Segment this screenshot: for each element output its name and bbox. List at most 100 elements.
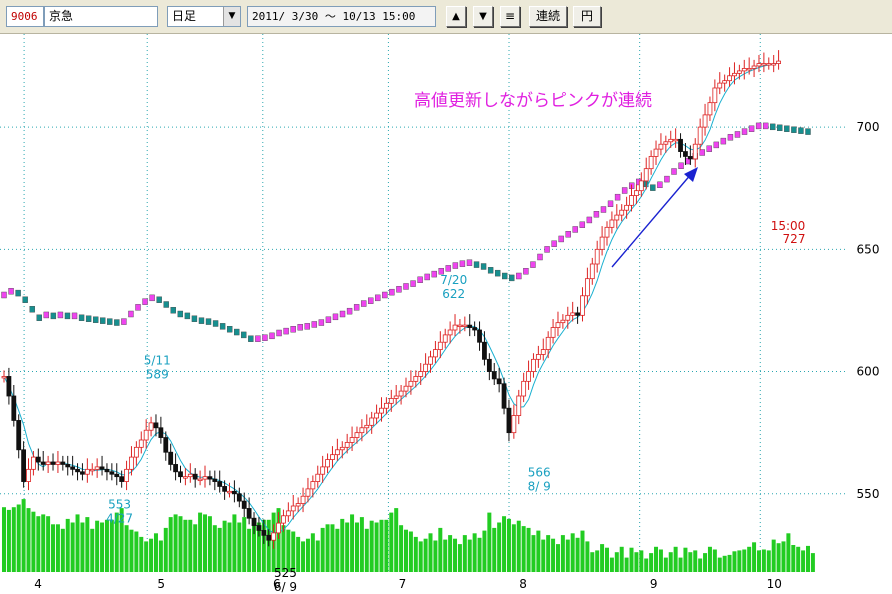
candle-body [761,63,767,66]
candle-body [305,488,311,497]
volume-bar [497,522,502,572]
candle-body [756,63,762,67]
volume-bar [198,512,203,572]
trend-band-mark [671,168,677,175]
candle-body [447,329,453,336]
candle-body [187,473,193,478]
trend-band-mark [664,175,670,183]
trend-band-mark [121,318,127,325]
candle-body [428,356,433,365]
candle-body [50,461,56,465]
candle-body [565,314,571,321]
volume-bar [70,522,75,572]
volume-bar [301,541,306,572]
volume-bar [144,541,149,572]
volume-bar [36,516,41,572]
x-tick-label: 7 [399,577,407,591]
candle-body [683,151,688,157]
candle-body [418,371,424,377]
trend-band-mark [706,145,712,152]
trend-band-mark [78,314,85,321]
trend-band-mark [297,324,303,331]
candle-body [124,468,129,482]
trend-band-mark [304,323,310,330]
volume-bar [320,527,325,572]
trend-band-mark [424,273,430,281]
volume-bar [560,535,565,572]
candle-body [472,327,478,331]
candle-body [599,236,605,250]
candle-body [722,80,728,84]
volume-bar [413,536,418,572]
trend-band-mark [114,319,120,326]
trend-band-mark [572,226,578,233]
trend-arrow [611,172,693,268]
trend-band-mark [650,184,656,191]
trend-band-mark [699,149,705,156]
candle-body [364,424,370,429]
trend-band-mark [262,334,268,341]
candle-body [580,295,585,316]
trend-band-mark [621,187,628,194]
trend-band-mark [544,246,550,253]
volume-bar [2,507,6,572]
volume-bar [31,511,36,572]
volume-bar [658,549,663,572]
volume-bar [149,538,154,572]
yen-button[interactable]: 円 [573,6,601,27]
date-range-display: 2011/ 3/30 ～ 10/13 15:00 [247,6,436,27]
candle-body [276,522,281,534]
volume-bar [315,540,320,572]
trend-arrow-head [684,167,698,182]
volume-bar [609,557,614,572]
volume-bar [467,539,472,572]
scroll-down-button[interactable]: ▼ [473,6,493,27]
trend-band-mark [57,311,64,319]
chevron-down-icon[interactable]: ▼ [223,7,240,26]
volume-bar [188,519,193,572]
volume-bar [443,539,448,572]
candle-body [232,490,237,495]
candle-body [236,493,242,502]
trend-band-mark [22,296,28,303]
renzoku-button[interactable]: 連続 [529,6,567,27]
volume-bar [806,545,810,572]
volume-bar [644,558,649,572]
trend-band-mark [100,317,106,324]
trend-band-mark [600,206,607,213]
volume-bar [394,508,399,572]
period-value: 日足 [172,9,197,23]
candle-body [535,354,541,360]
volume-bar [536,530,541,572]
extreme-price-label: 589 [146,367,169,381]
candle-body [751,65,757,69]
volume-bar [51,524,56,572]
trend-band-mark [530,261,536,268]
candle-body [173,464,178,473]
y-tick-label: 650 [857,242,880,256]
volume-bar [575,537,580,572]
candle-body [290,505,296,512]
candle-body [482,341,487,360]
candle-body [663,141,669,145]
volume-bar [203,514,207,572]
candle-body [501,383,507,409]
stock-name-field[interactable]: 京急 [44,6,158,27]
candle-body [16,420,22,451]
trend-band-mark [720,137,727,145]
scroll-up-button[interactable]: ▲ [446,6,466,27]
y-tick-label: 600 [857,365,880,379]
volume-bar [565,539,570,572]
candle-body [467,324,473,328]
trend-band-mark [466,259,473,266]
candle-body [555,322,561,328]
stock-code-field[interactable]: 9006 [6,6,44,27]
candle-body [398,390,404,397]
candle-body [21,449,27,482]
period-select[interactable]: 日足 ▼ [167,6,241,27]
trend-band-mark [558,235,564,243]
candle-body [771,63,777,66]
candle-body [692,143,698,160]
menu-button[interactable]: ≡ [500,6,520,27]
volume-bar [408,531,413,572]
